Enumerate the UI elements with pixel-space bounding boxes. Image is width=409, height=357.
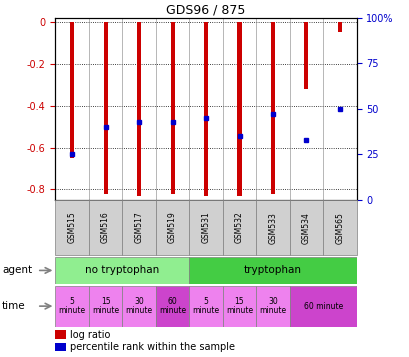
Bar xyxy=(256,286,289,327)
Text: 30
minute: 30 minute xyxy=(125,297,152,316)
Text: GSM533: GSM533 xyxy=(268,212,277,243)
Bar xyxy=(89,286,122,327)
Bar xyxy=(189,200,222,255)
Text: percentile rank within the sample: percentile rank within the sample xyxy=(70,342,234,352)
Bar xyxy=(55,286,89,327)
Bar xyxy=(189,286,222,327)
Text: GSM515: GSM515 xyxy=(67,212,76,243)
Bar xyxy=(55,330,66,339)
Text: GSM517: GSM517 xyxy=(134,212,143,243)
Bar xyxy=(256,200,289,255)
Bar xyxy=(155,200,189,255)
Bar xyxy=(122,286,155,327)
Text: 5
minute: 5 minute xyxy=(58,297,85,316)
Text: 15
minute: 15 minute xyxy=(92,297,119,316)
Bar xyxy=(322,200,356,255)
Bar xyxy=(222,286,256,327)
Bar xyxy=(137,22,141,196)
Bar xyxy=(70,22,74,158)
Bar xyxy=(304,22,308,89)
Text: 60 minute: 60 minute xyxy=(303,302,342,311)
Text: 60
minute: 60 minute xyxy=(159,297,186,316)
Text: no tryptophan: no tryptophan xyxy=(85,265,159,276)
Text: 15
minute: 15 minute xyxy=(225,297,252,316)
Text: GSM519: GSM519 xyxy=(168,212,177,243)
Bar xyxy=(337,22,341,32)
Bar xyxy=(270,22,274,193)
Bar xyxy=(289,200,322,255)
Text: agent: agent xyxy=(2,265,32,276)
Text: GSM532: GSM532 xyxy=(234,212,243,243)
Bar xyxy=(189,257,356,284)
Bar xyxy=(155,286,189,327)
Bar xyxy=(103,22,107,193)
Text: log ratio: log ratio xyxy=(70,330,110,340)
Text: GSM516: GSM516 xyxy=(101,212,110,243)
Text: 30
minute: 30 minute xyxy=(259,297,286,316)
Bar xyxy=(122,200,155,255)
Bar xyxy=(55,257,189,284)
Text: 5
minute: 5 minute xyxy=(192,297,219,316)
Bar xyxy=(55,343,66,351)
Bar xyxy=(55,200,89,255)
Bar xyxy=(204,22,207,196)
Bar xyxy=(222,200,256,255)
Bar xyxy=(170,22,174,193)
Title: GDS96 / 875: GDS96 / 875 xyxy=(166,4,245,17)
Text: time: time xyxy=(2,301,26,311)
Bar xyxy=(89,200,122,255)
Text: tryptophan: tryptophan xyxy=(243,265,301,276)
Bar xyxy=(237,22,241,196)
Bar xyxy=(289,286,356,327)
Text: GSM565: GSM565 xyxy=(335,212,344,243)
Text: GSM531: GSM531 xyxy=(201,212,210,243)
Text: GSM534: GSM534 xyxy=(301,212,310,243)
